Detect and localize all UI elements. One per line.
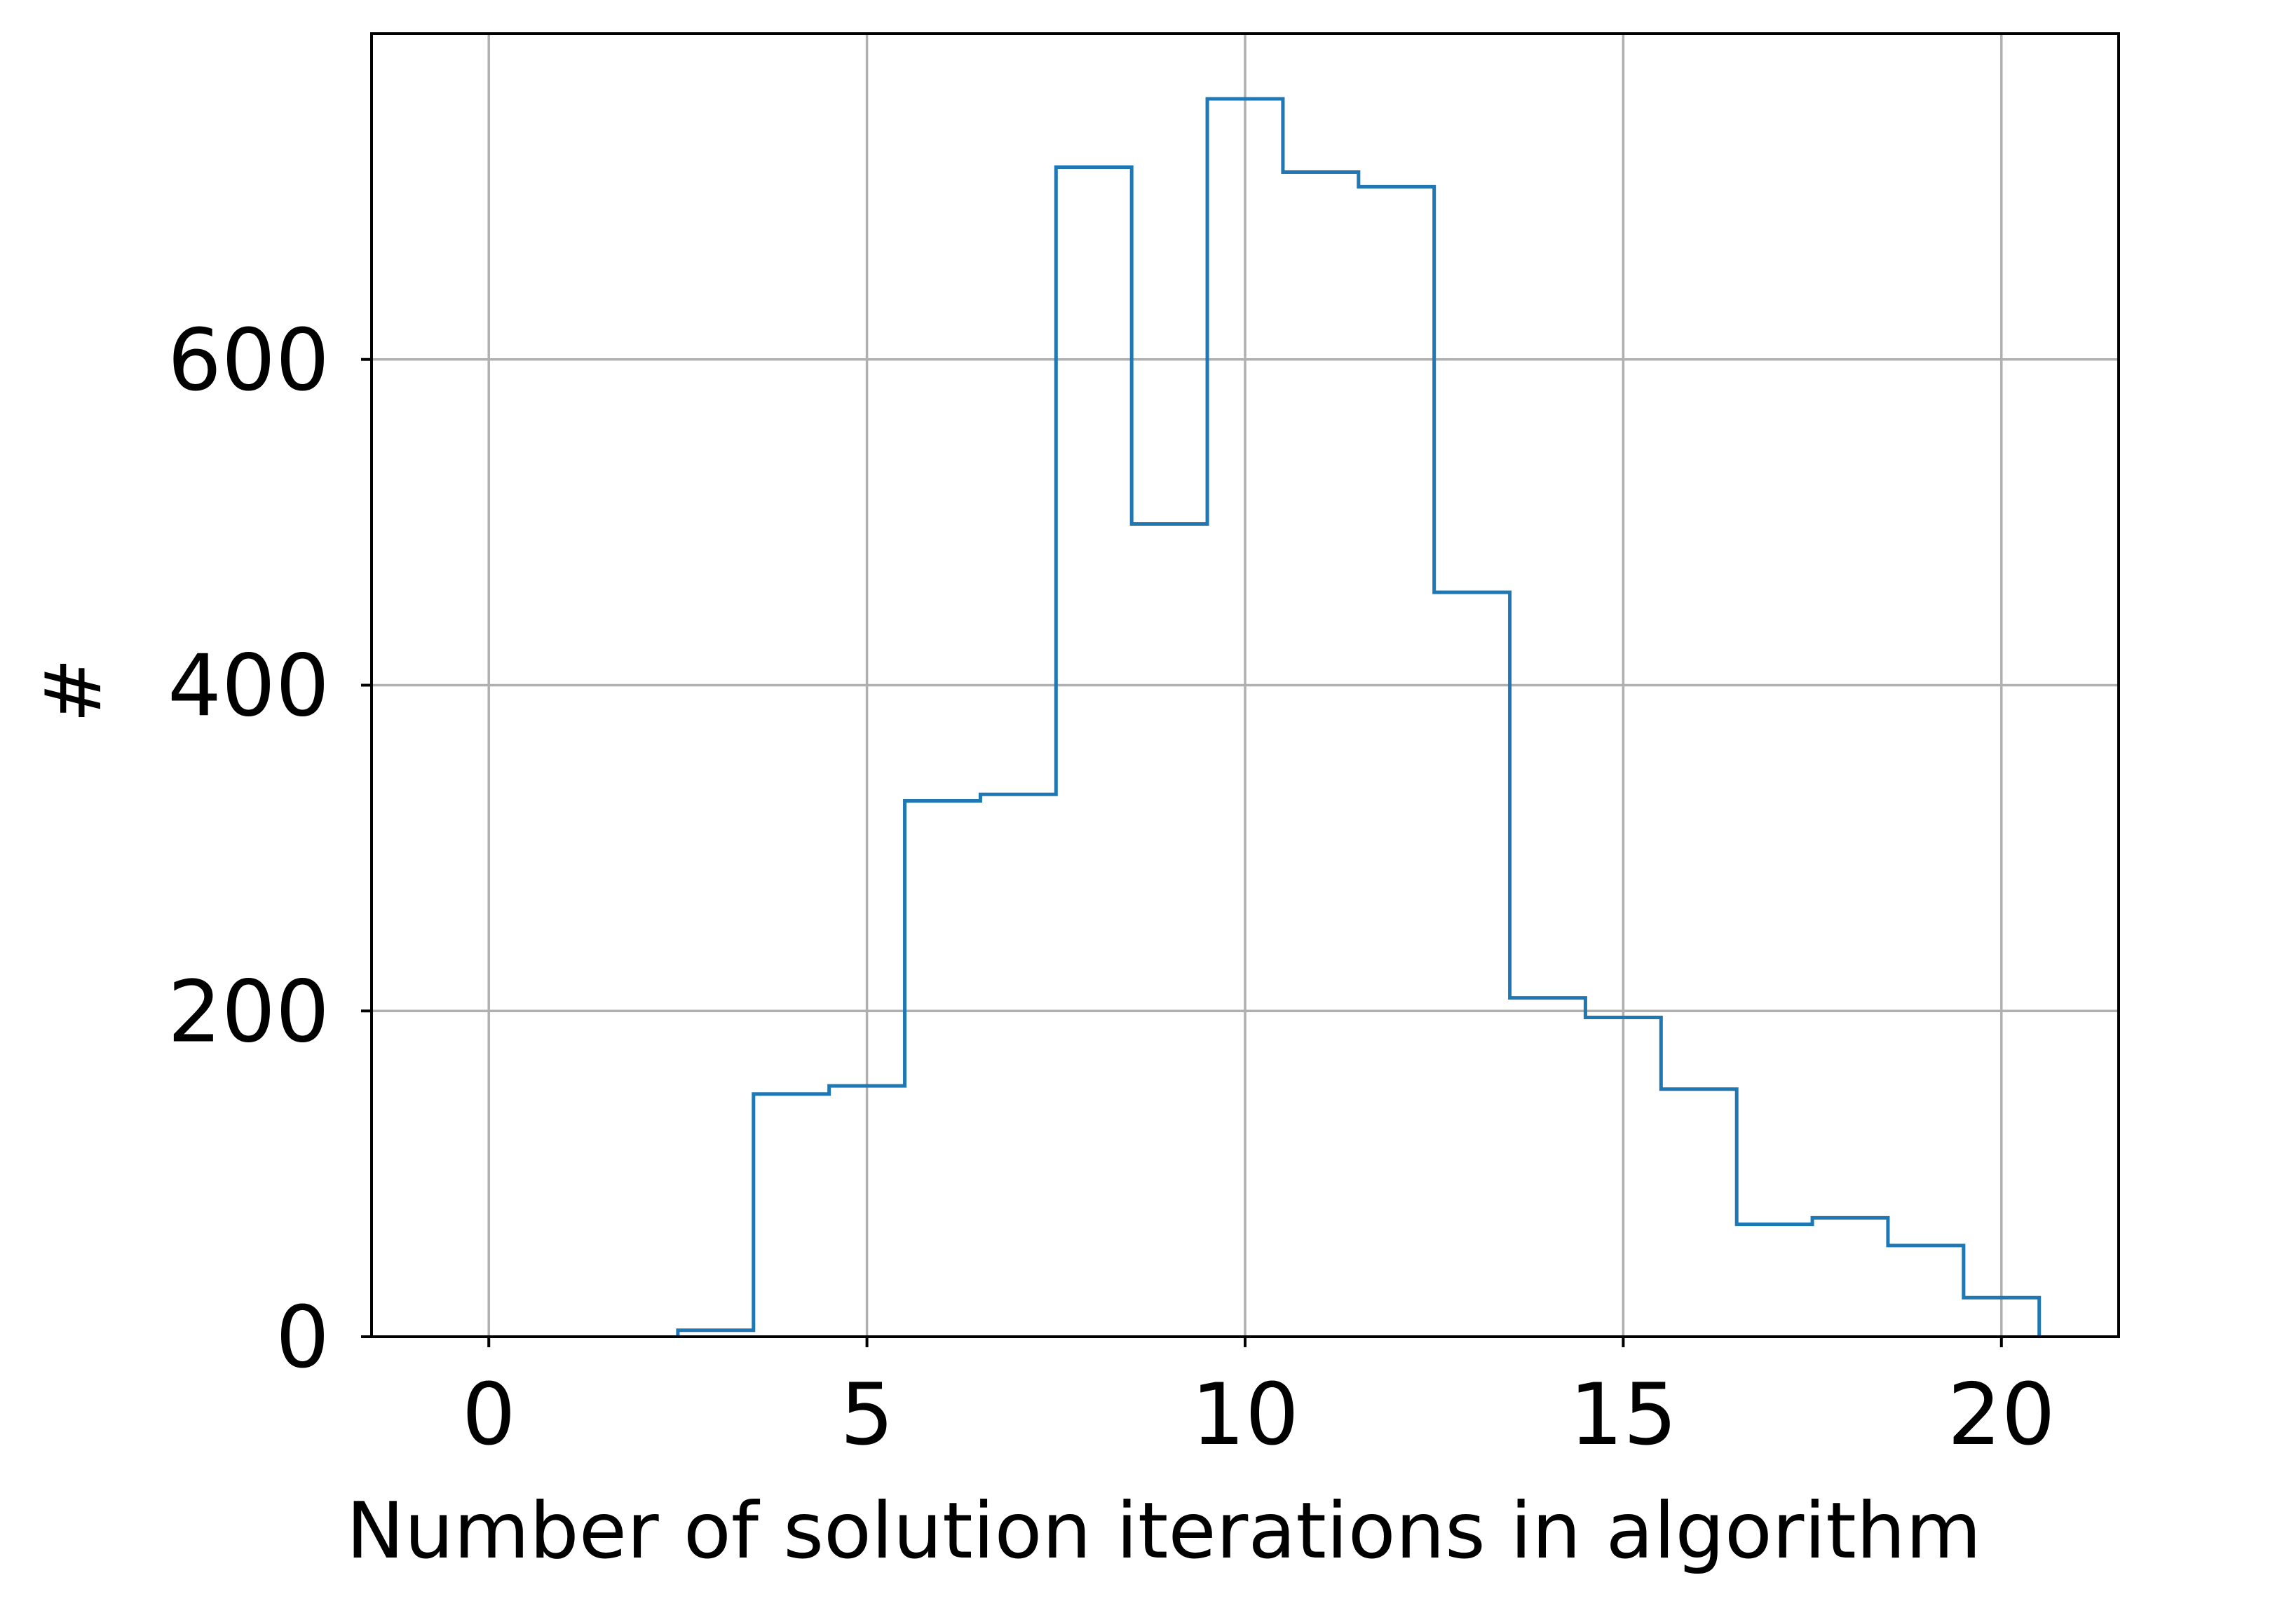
y-axis-label: # bbox=[29, 657, 119, 723]
histogram-bin bbox=[1737, 1225, 1812, 1337]
x-tick-label: 0 bbox=[462, 1365, 516, 1464]
x-tick-label: 5 bbox=[840, 1365, 894, 1464]
histogram-bin bbox=[1888, 1246, 1964, 1337]
x-tick-label: 15 bbox=[1569, 1365, 1677, 1464]
histogram-bin bbox=[905, 800, 981, 1337]
histogram-bin bbox=[1510, 998, 1586, 1337]
histogram-bin bbox=[754, 1094, 829, 1337]
histogram-step-line bbox=[676, 97, 2042, 1337]
histogram-bin bbox=[1132, 524, 1207, 1337]
histogram-bin bbox=[1661, 1089, 1737, 1337]
y-tick-label: 600 bbox=[168, 311, 330, 410]
x-tick-label: 10 bbox=[1191, 1365, 1299, 1464]
histogram-bin bbox=[1283, 172, 1359, 1337]
histogram-series bbox=[676, 97, 2042, 1337]
y-tick-label: 400 bbox=[168, 637, 330, 736]
grid-lines bbox=[372, 34, 2119, 1338]
histogram-bin bbox=[1434, 592, 1510, 1337]
histogram-bin bbox=[980, 794, 1056, 1337]
histogram-bin bbox=[1812, 1218, 1888, 1337]
x-axis-label: Number of solution iterations in algorit… bbox=[346, 1486, 1982, 1576]
histogram-bin bbox=[1056, 168, 1132, 1337]
x-tick-label: 20 bbox=[1948, 1365, 2056, 1464]
y-tick-label: 0 bbox=[276, 1288, 330, 1387]
y-tick-label: 200 bbox=[168, 962, 330, 1061]
tick-marks bbox=[361, 357, 2003, 1347]
